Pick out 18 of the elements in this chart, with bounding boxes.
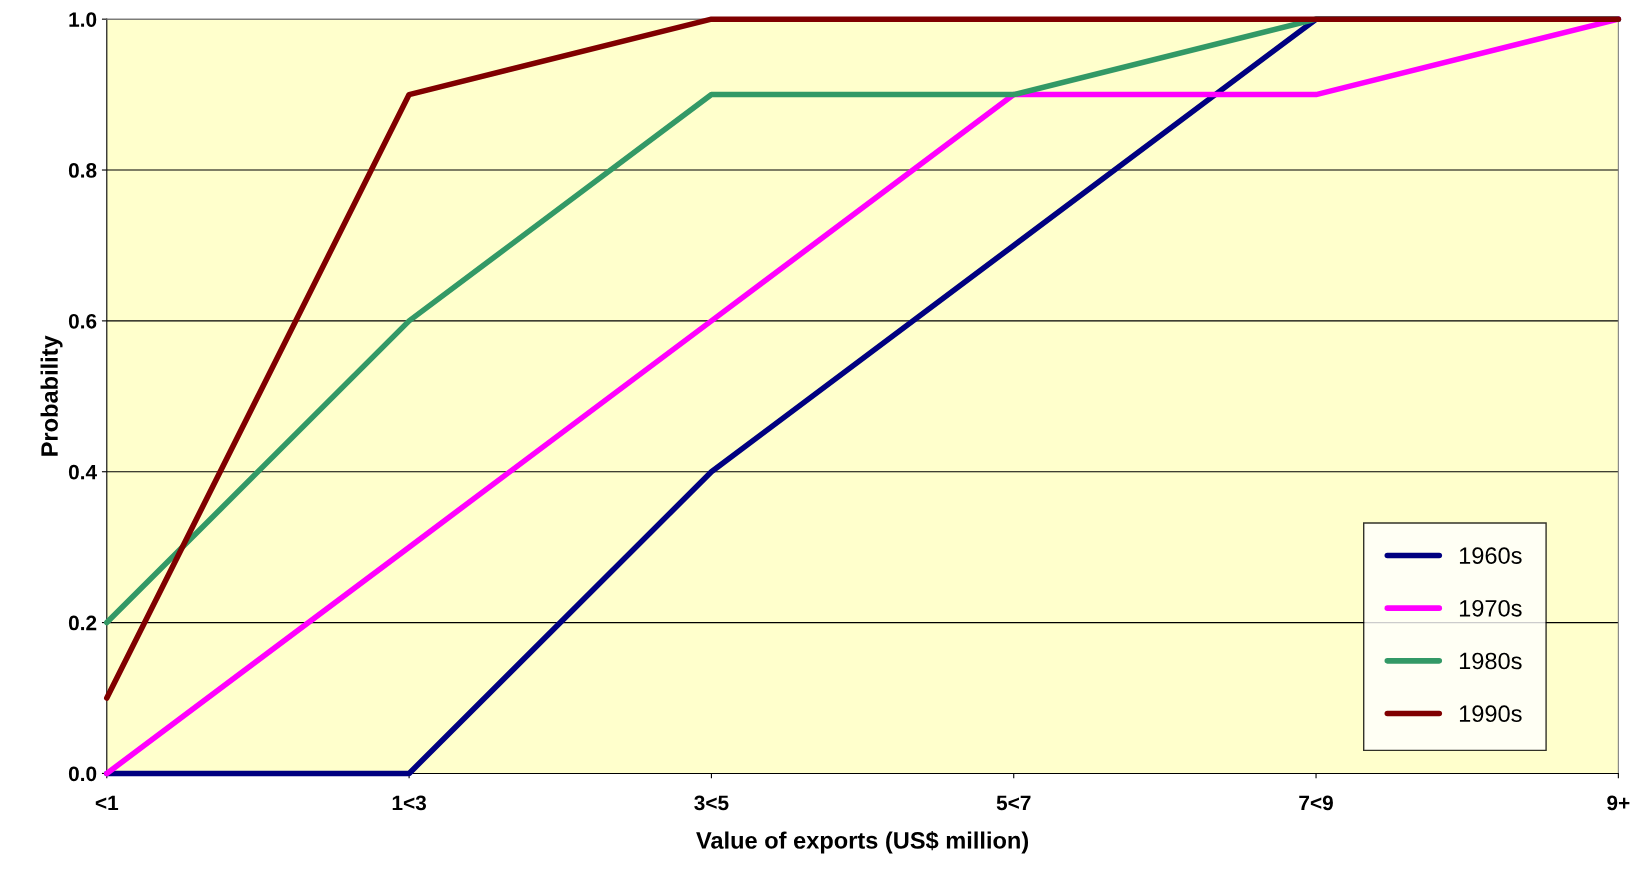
x-tick-label: <1	[95, 795, 119, 811]
y-tick-label: 0.2	[68, 615, 97, 631]
y-tick-label: 0.4	[68, 464, 97, 480]
y-tick-label: 1.0	[69, 12, 97, 27]
x-tick-label: 5<7	[996, 795, 1031, 811]
y-tick-label: 0.6	[68, 313, 97, 329]
legend-label: 1960s	[1459, 547, 1522, 564]
x-tick-label: 3<5	[694, 795, 729, 811]
legend-label: 1970s	[1459, 599, 1522, 617]
y-tick-label: 0.8	[68, 163, 97, 178]
legend-label: 1980s	[1459, 652, 1522, 670]
legend-label: 1990s	[1459, 705, 1522, 723]
x-tick-label: 9+	[1607, 795, 1630, 811]
x-tick-label: 7<9	[1299, 795, 1333, 811]
y-tick-label: 0.0	[68, 766, 97, 782]
x-tick-label: 1<3	[392, 795, 427, 811]
y-axis-title: Probability	[40, 335, 63, 456]
x-axis-title: Value of exports (US$ million)	[696, 831, 1029, 854]
